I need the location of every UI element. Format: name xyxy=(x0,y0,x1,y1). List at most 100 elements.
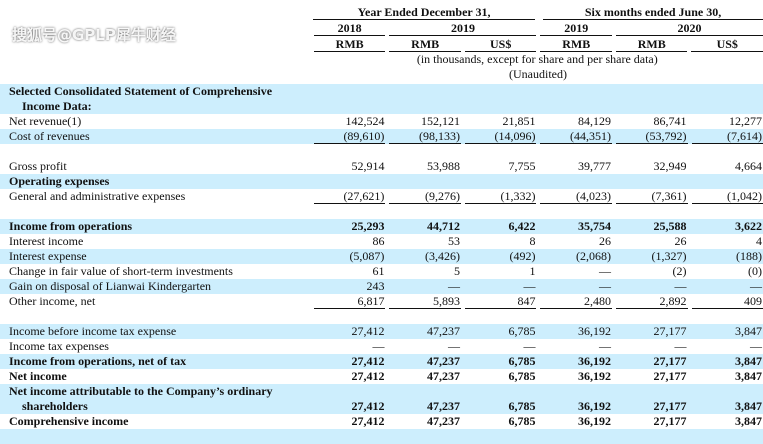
value-cell: 36,192 xyxy=(540,399,612,414)
period-header: Year Ended December 31, Six months ended… xyxy=(0,4,763,20)
value-cell: (44,351) xyxy=(540,129,612,144)
value-cell: (14,096) xyxy=(465,129,537,144)
value-cell: 27,177 xyxy=(616,414,688,429)
row-label: Income Data: xyxy=(0,99,312,114)
value-cell: — xyxy=(616,339,688,354)
value-cell: 3,622 xyxy=(692,219,763,234)
value-cell: (492) xyxy=(465,249,537,264)
value-cell: 2,892 xyxy=(616,294,688,309)
income-statement-table: Year Ended December 31, Six months ended… xyxy=(0,4,763,444)
value-cell: 26 xyxy=(616,234,688,249)
row-label: Interest expense xyxy=(0,249,310,264)
row-label: Interest income xyxy=(0,234,310,249)
row-label: Other income, net xyxy=(0,294,310,309)
value-cell: 47,237 xyxy=(389,324,461,339)
value-cell: 47,237 xyxy=(389,414,461,429)
value-cell: (2,068) xyxy=(540,249,612,264)
row-label: Operating expenses xyxy=(0,174,312,189)
value-cell: (53,792) xyxy=(616,129,688,144)
row-label: Net income xyxy=(0,369,310,384)
value-cell: 25,293 xyxy=(314,219,386,234)
spacer xyxy=(0,309,763,324)
value-cell: — xyxy=(540,264,612,279)
watermark: 搜狐号@GPLP犀牛财经 xyxy=(12,24,176,45)
value-cell: 6,817 xyxy=(314,294,386,309)
value-cell: 12,277 xyxy=(692,114,763,129)
row-label: Net revenue(1) xyxy=(0,114,310,129)
value-cell: 27,177 xyxy=(616,324,688,339)
row-label: Comprehensive income xyxy=(0,414,310,429)
value-cell: 409 xyxy=(692,294,763,309)
value-cell: — xyxy=(389,279,461,294)
value-cell: (1,327) xyxy=(616,249,688,264)
value-cell: 32,949 xyxy=(616,159,688,174)
value-cell: 5,893 xyxy=(389,294,461,309)
row-label: Income from operations xyxy=(0,219,310,234)
value-cell: (188) xyxy=(692,249,763,264)
value-cell: 53,988 xyxy=(389,159,461,174)
value-cell: 847 xyxy=(465,294,537,309)
unaudited-note: (Unaudited) xyxy=(388,67,688,82)
value-cell: (89,610) xyxy=(314,129,386,144)
value-cell: 142,524 xyxy=(314,114,386,129)
currency: US$ xyxy=(465,36,537,52)
value-cell: 36,192 xyxy=(540,354,612,369)
value-cell: 36,192 xyxy=(540,369,612,384)
value-cell: 4 xyxy=(692,234,763,249)
year-2019: 2019 xyxy=(389,20,536,36)
value-cell: — xyxy=(692,339,763,354)
value-cell: — xyxy=(465,279,537,294)
value-cell: 3,847 xyxy=(692,324,763,339)
period-year-ended: Year Ended December 31, xyxy=(313,4,535,20)
value-cell: 47,237 xyxy=(389,354,461,369)
value-cell: (1,042) xyxy=(692,189,763,204)
period-six-months: Six months ended June 30, xyxy=(543,4,763,20)
value-cell: 27,412 xyxy=(314,414,386,429)
value-cell: 84,129 xyxy=(540,114,612,129)
value-cell: 27,412 xyxy=(314,324,386,339)
value-cell: (5,087) xyxy=(314,249,386,264)
table-row: Net income attributable to the Company’s… xyxy=(0,384,763,399)
value-cell: 6,785 xyxy=(465,414,537,429)
row-label: Income from operations, net of tax xyxy=(0,354,310,369)
units-note: (in thousands, except for share and per … xyxy=(312,52,763,67)
value-cell: (0) xyxy=(692,264,763,279)
value-cell: 52,914 xyxy=(314,159,386,174)
value-cell: (2) xyxy=(616,264,688,279)
value-cell: 3,847 xyxy=(692,369,763,384)
currency: RMB xyxy=(389,36,461,52)
value-cell: 25,588 xyxy=(616,219,688,234)
spacer xyxy=(0,144,763,159)
value-cell: 6,785 xyxy=(465,324,537,339)
value-cell: 36,192 xyxy=(540,324,612,339)
value-cell: 6,422 xyxy=(465,219,537,234)
value-cell: 6,785 xyxy=(465,354,537,369)
value-cell: (1,332) xyxy=(465,189,537,204)
value-cell: 21,851 xyxy=(465,114,537,129)
table-row: General and administrative expenses(27,6… xyxy=(0,189,763,204)
value-cell: 27,177 xyxy=(616,354,688,369)
currency: RMB xyxy=(616,36,688,52)
row-label: Net income attributable to the Company’s… xyxy=(0,384,312,399)
value-cell: 26 xyxy=(540,234,612,249)
value-cell: 1 xyxy=(465,264,537,279)
table-row: Income Data: xyxy=(0,99,763,114)
value-cell: 86,741 xyxy=(616,114,688,129)
row-label: Income before income tax expense xyxy=(0,324,310,339)
value-cell: (7,361) xyxy=(616,189,688,204)
value-cell: — xyxy=(540,279,612,294)
value-cell: 7,755 xyxy=(465,159,537,174)
value-cell: 2,480 xyxy=(540,294,612,309)
row-label: Selected Consolidated Statement of Compr… xyxy=(0,84,312,99)
value-cell: — xyxy=(540,339,612,354)
value-cell: 3,847 xyxy=(691,399,763,414)
table-row: Income tax expenses—————— xyxy=(0,339,763,354)
value-cell: 243 xyxy=(314,279,386,294)
value-cell: 4,664 xyxy=(692,159,763,174)
